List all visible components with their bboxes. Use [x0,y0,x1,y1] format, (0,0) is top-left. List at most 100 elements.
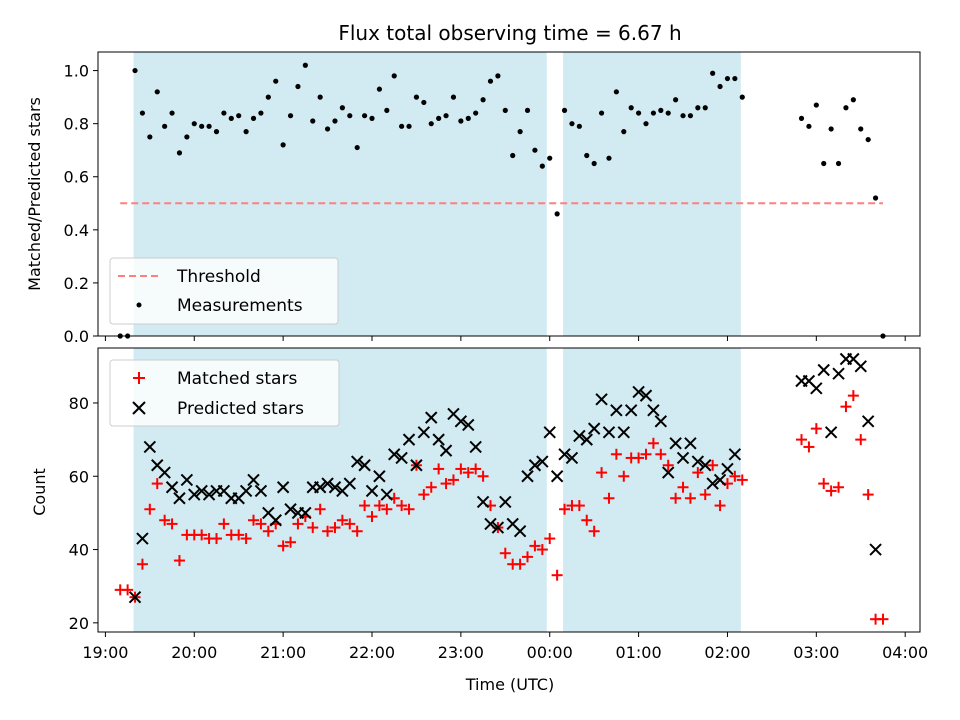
predicted-star-point [350,455,364,468]
x-tick-label: 21:00 [260,643,306,662]
predicted-x-b [706,477,719,490]
measurement-point [250,115,257,121]
measurement-point [650,110,657,116]
predicted-x-b [165,481,179,494]
top-axes-frame [97,51,921,337]
measurement-point [584,152,590,159]
predicted-x-b [417,426,431,439]
measurement-point [798,115,805,121]
predicted-x-b [395,451,408,465]
predicted-star-point [469,440,482,454]
measurement-point [310,118,316,124]
predicted-star-point [721,462,734,476]
matched-star-point [714,500,726,512]
matched-star-point [514,558,526,570]
predicted-x-b [595,393,608,406]
predicted-star-point [239,484,253,498]
predicted-x-b [202,488,216,501]
measurement-point [465,115,471,121]
matched-star-point [470,463,482,475]
matched-star-point [396,500,408,512]
measurement-point [495,73,501,79]
x-tick-label: 01:00 [616,643,662,662]
matched-star-point [810,423,822,435]
measurement-point [391,73,397,79]
matched-star-point [218,518,230,530]
measurement-point [665,110,671,116]
measurement-point [850,97,856,103]
predicted-star-point [699,459,712,472]
predicted-star-point [713,473,727,487]
matched-star-point [559,503,571,515]
predicted-x-b [158,466,171,479]
predicted-star-point [321,477,334,490]
matched-star-point [610,448,622,460]
measurement-point [324,126,331,132]
predicted-x-b [402,433,416,446]
legend-matched-swatch [133,372,145,384]
predicted-star-point [254,484,268,498]
bottom-panel-marks [114,352,889,625]
measurement-point [732,75,738,82]
measurement-point [228,115,234,121]
predicted-x-b [439,444,453,457]
predicted-x-b [239,484,253,498]
predicted-star-point [476,495,490,509]
x-tick-label: 22:00 [349,643,395,662]
bottom-panel-frame [97,347,921,633]
predicted-x-b [462,418,475,432]
matched-star-point [173,555,185,567]
x-tick-label: 20:00 [171,643,217,662]
x-tick-label: 00:00 [527,643,573,662]
matched-star-point [336,514,348,526]
predicted-star-point [247,473,260,487]
predicted-x-b [728,448,742,461]
measurement-point [487,78,494,84]
measurement-point [443,113,449,119]
predicted-x-b [854,360,867,373]
matched-star-point [618,470,630,482]
predicted-star-point [558,448,571,461]
measurement-point [473,110,479,116]
matched-star-point [248,514,260,526]
predicted-x-b [506,517,519,531]
predicted-x-b [543,426,556,439]
top-y-axis-label: Matched/Predicted stars [25,97,44,291]
predicted-x-b [624,404,638,417]
matched-star-point [196,529,208,541]
predicted-x-b [447,407,460,421]
predicted-star-point [313,481,327,494]
predicted-x-b [188,488,201,501]
matched-star-point [255,518,267,530]
predicted-star-point [536,455,549,468]
matched-star-point [329,522,341,534]
matched-star-point [544,533,556,545]
predicted-x-b [654,415,668,428]
predicted-x-b [432,433,445,446]
matched-star-point [307,522,319,534]
measurement-point [332,118,338,124]
matched-star-point [499,547,511,559]
measurement-point [835,160,842,167]
predicted-star-point [587,422,601,435]
predicted-x-b [721,462,734,476]
predicted-x-b [136,532,149,545]
predicted-star-point [432,433,445,446]
predicted-star-point [484,517,497,531]
measurement-point [354,144,360,151]
matched-star-point [655,448,667,460]
predicted-x-b [350,455,364,468]
matched-star-point [240,533,252,545]
measurement-point [628,105,634,111]
legend-predicted-label: Predicted stars [177,399,304,419]
predicted-x-b [669,437,682,450]
matched-star-point [285,536,297,548]
measurement-point [287,113,294,119]
measurement-point [213,129,220,135]
measurement-point [858,126,864,132]
predicted-x-b [580,433,593,446]
chart-title: Flux total observing time = 6.67 h [338,21,681,45]
predicted-x-b [388,448,401,461]
matched-star-point [818,478,830,490]
